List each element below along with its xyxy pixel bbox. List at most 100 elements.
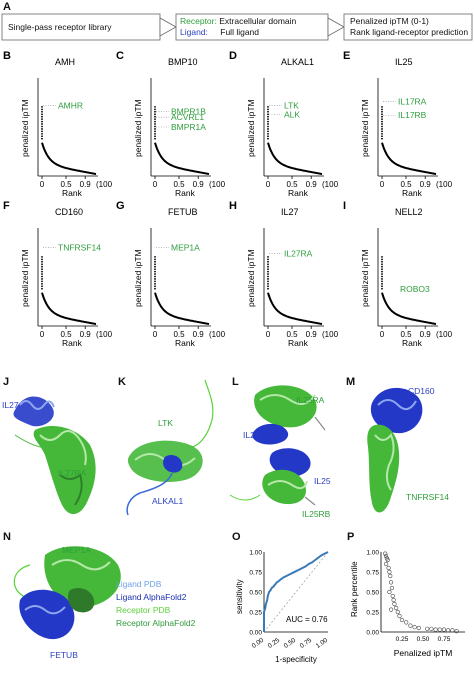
- x-tick-label: 0.9: [193, 180, 205, 189]
- x-tick-label: 0.9: [306, 180, 318, 189]
- x-tick-label: 0.25: [396, 636, 409, 643]
- rank-point: [41, 273, 43, 275]
- structure-label: MEP1A: [62, 545, 91, 555]
- rank-point: [154, 273, 156, 275]
- x-tick-label: 0: [266, 330, 271, 339]
- rank-point: [381, 115, 383, 118]
- rank-point: [154, 280, 156, 283]
- x-tick-label: 0.5: [173, 330, 185, 339]
- rank-point: [154, 278, 156, 280]
- x-axis-label: 1-specificity: [275, 655, 317, 664]
- x-tick-label: 0: [40, 180, 45, 189]
- rank-point: [41, 125, 43, 128]
- rank-point: [41, 120, 43, 123]
- scatter-point: [408, 623, 413, 628]
- structure-panels: [13, 379, 423, 640]
- receptor-label: IL17RA: [398, 97, 427, 107]
- workflow-step-receptor: Receptor: Extracellular domain: [180, 16, 296, 27]
- rank-point: [381, 106, 383, 108]
- rank-point: [381, 278, 383, 280]
- panel-title: BMP10: [168, 57, 198, 67]
- rank-point: [154, 106, 156, 108]
- rank-point: [267, 135, 269, 138]
- legend-item: Ligand AlphaFold2: [116, 592, 187, 602]
- receptor-label: ACVRL1: [171, 112, 204, 122]
- panel-letter: D: [229, 50, 237, 62]
- x-axis-label: Rank: [62, 188, 83, 198]
- receptor-label: MEP1A: [171, 243, 200, 253]
- rank-point: [154, 258, 156, 261]
- workflow-step-ligand: Ligand: Full ligand: [180, 27, 259, 38]
- panel-letter-m: M: [346, 376, 356, 388]
- structure-label: TNFRSF14: [406, 492, 449, 502]
- rank-point: [154, 110, 156, 113]
- x-axis-label: Rank: [402, 188, 423, 198]
- x-tick-label: 0.5: [400, 330, 412, 339]
- rank-point: [381, 282, 383, 285]
- percentile-chart: Rank percentile 0.00 0.25 0.50 0.75 1.00 0.25 0…: [350, 550, 465, 658]
- rank-point: [154, 275, 156, 278]
- panel-letter-n: N: [3, 531, 11, 543]
- structure-m-image: [367, 387, 423, 513]
- rank-point: [267, 287, 269, 290]
- rank-point: [154, 268, 156, 271]
- structure-label: IL25: [314, 476, 331, 486]
- scatter-point: [425, 626, 430, 631]
- structure-l-image: [229, 385, 326, 506]
- scatter-point: [437, 627, 442, 632]
- scatter-point: [391, 597, 396, 603]
- x-tick-label: 0.00: [251, 637, 266, 650]
- y-tick-label: 0.75: [249, 570, 262, 577]
- structure-label: ALKAL1: [152, 496, 184, 506]
- panel-letter: G: [116, 200, 125, 212]
- rank-point: [381, 137, 383, 140]
- y-axis-label: penalized ipTM: [133, 99, 143, 157]
- rank-point: [267, 125, 269, 128]
- rank-point: [41, 282, 43, 285]
- panel-title: CD160: [55, 207, 83, 217]
- panel-letter-a: A: [3, 1, 11, 13]
- rank-point: [154, 118, 156, 121]
- rank-point: [154, 123, 156, 125]
- rank-point: [41, 265, 43, 268]
- rank-chart-h: H IL27 penalized ipTM 0 0.5 0.9 (1000) Rank IL27…: [229, 200, 338, 348]
- rank-curve: [267, 142, 323, 175]
- rank-point: [41, 285, 43, 288]
- rank-point: [381, 287, 383, 290]
- legend-item: Receptor PDB: [116, 605, 171, 615]
- rank-point: [267, 273, 269, 275]
- y-axis-label: penalized ipTM: [20, 99, 30, 157]
- auc-annotation: AUC = 0.76: [286, 615, 328, 624]
- x-tick-suffix: (1000): [436, 180, 452, 189]
- x-axis-label: Penalized ipTM: [394, 648, 453, 658]
- y-axis-label: penalized ipTM: [246, 99, 256, 157]
- rank-point: [381, 110, 383, 113]
- panel-title: NELL2: [395, 207, 423, 217]
- workflow-step-library: Single-pass receptor library: [8, 22, 112, 32]
- rank-point: [154, 128, 156, 130]
- panel-letter: I: [343, 200, 346, 212]
- rank-point: [267, 256, 269, 258]
- rank-point: [154, 130, 156, 133]
- rank-point: [381, 275, 383, 278]
- rank-chart-b: B AMH penalized ipTM 0 0.5 0.9 (1000) Rank AMHR: [3, 50, 112, 198]
- rank-point: [267, 128, 269, 130]
- rank-point: [41, 137, 43, 140]
- scatter-point: [416, 625, 421, 631]
- rank-curve: [154, 142, 210, 175]
- panel-letter-l: L: [232, 376, 239, 388]
- rank-point: [267, 282, 269, 285]
- x-tick-suffix: (1000): [436, 330, 452, 339]
- y-tick-label: 0.75: [366, 570, 379, 577]
- rank-chart-e: E IL25 penalized ipTM 0 0.5 0.9 (1000) Rank IL17…: [343, 50, 452, 198]
- x-tick-label: 0.50: [283, 637, 298, 650]
- y-axis-label: sensitivity: [235, 579, 244, 614]
- x-tick-label: 0.9: [420, 180, 432, 189]
- panel-title: AMH: [55, 57, 75, 67]
- rank-point: [267, 113, 269, 116]
- workflow-step-output-line2: Rank ligand-receptor prediction: [350, 27, 469, 37]
- rank-point: [41, 270, 43, 273]
- x-tick-suffix: (1000): [209, 330, 225, 339]
- x-tick-label: 0.5: [400, 180, 412, 189]
- y-tick-label: 0.50: [249, 590, 262, 597]
